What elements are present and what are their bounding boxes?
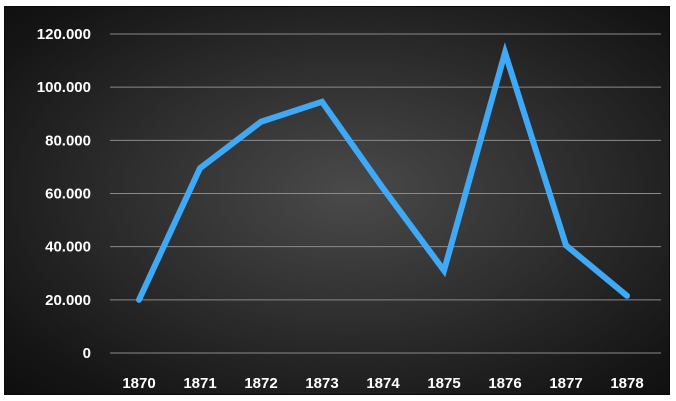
y-axis-tick-labels: 0 20.000 40.000 60.000 80.000 100.000 120.000: [37, 26, 91, 362]
series-lines: [136, 42, 630, 303]
x-axis-tick-labels: 1870 1871 1872 1873 1874 1875 1876 1877 1878: [122, 375, 643, 392]
x-tick-label: 1876: [488, 375, 521, 392]
y-tick-label: 40.000: [45, 239, 91, 256]
chart-area: 0 20.000 40.000 60.000 80.000 100.000 120.000 …: [4, 6, 670, 395]
y-tick-label: 60.000: [45, 186, 91, 203]
y-tick-label: 20.000: [45, 292, 91, 309]
x-tick-label: 1874: [366, 375, 400, 392]
x-tick-label: 1870: [122, 375, 155, 392]
x-tick-label: 1873: [305, 375, 338, 392]
y-tick-label: 120.000: [37, 26, 91, 43]
gridlines: [110, 33, 661, 354]
x-tick-label: 1878: [610, 375, 643, 392]
y-tick-label: 0: [83, 345, 91, 362]
x-tick-label: 1875: [427, 375, 460, 392]
x-tick-label: 1877: [549, 375, 582, 392]
y-tick-label: 80.000: [45, 132, 91, 149]
x-tick-label: 1872: [244, 375, 277, 392]
y-tick-label: 100.000: [37, 79, 91, 96]
x-tick-label: 1871: [183, 375, 216, 392]
line-chart: 020.00040.00060.00080.000100.000120.000 …: [37, 26, 661, 392]
series-line: [136, 42, 630, 303]
